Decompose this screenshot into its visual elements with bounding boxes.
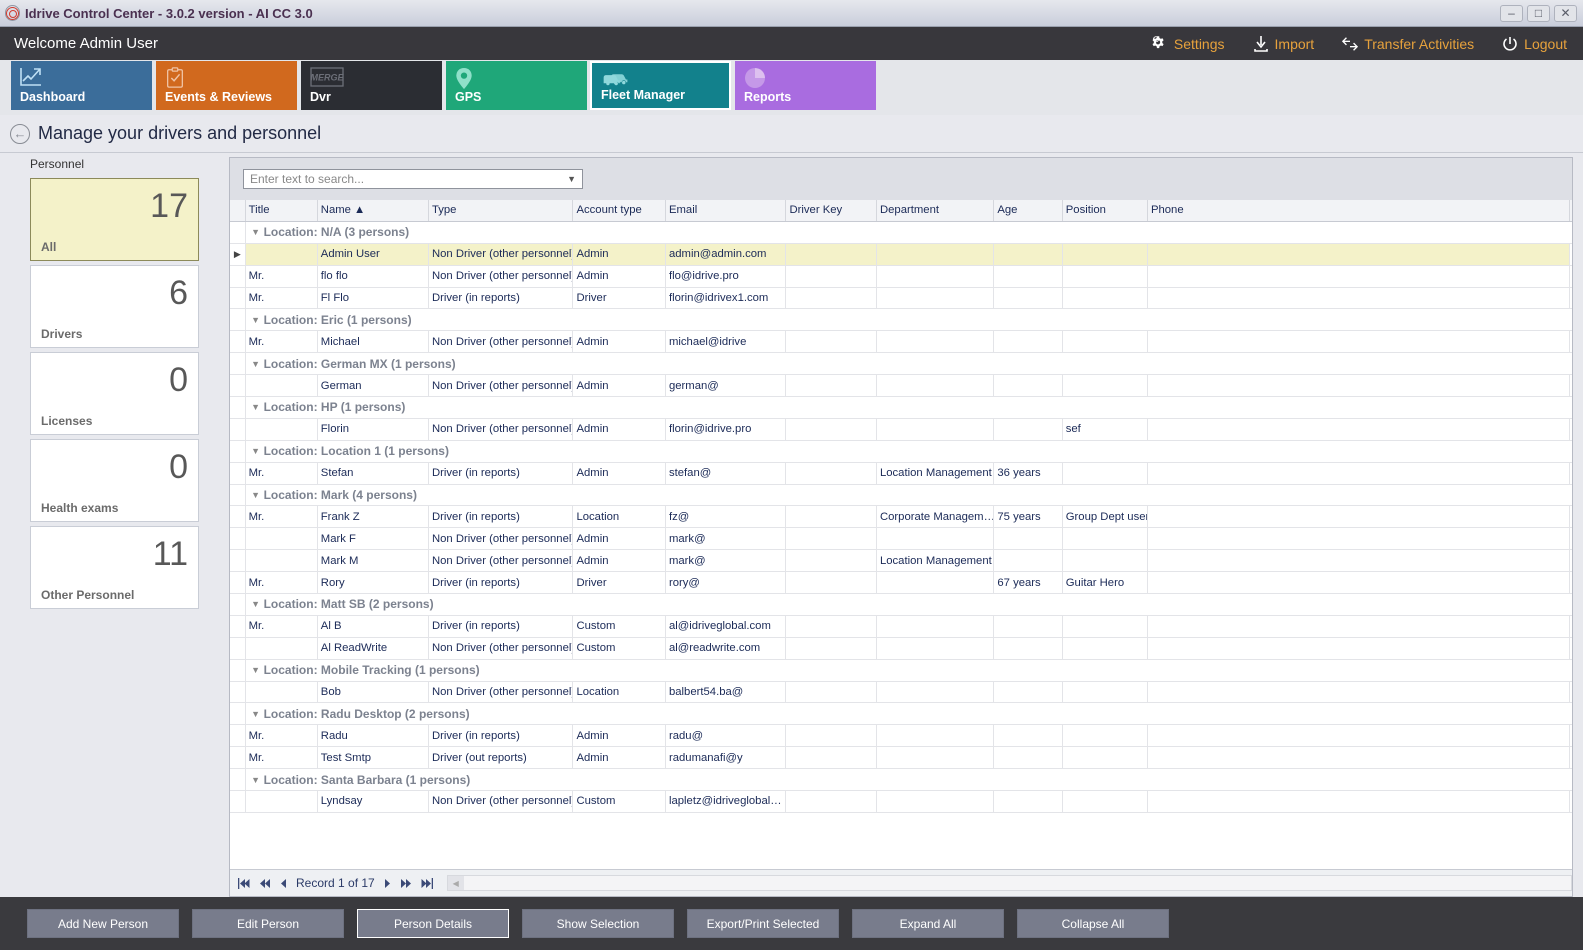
svg-text:MERGE: MERGE <box>310 73 344 83</box>
